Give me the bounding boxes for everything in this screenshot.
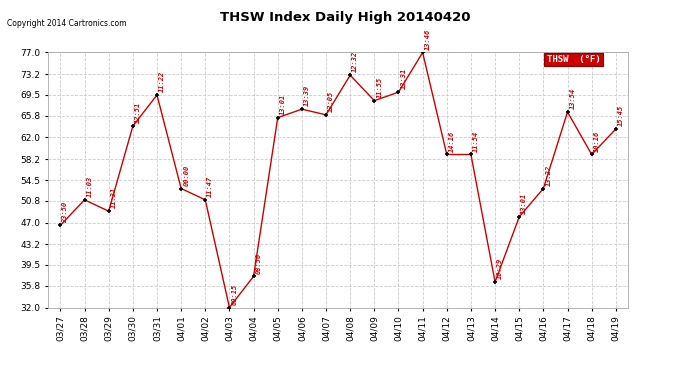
- Text: THSW  (°F): THSW (°F): [546, 55, 600, 64]
- Point: [610, 126, 621, 132]
- Text: 13:39: 13:39: [304, 85, 310, 106]
- Point: [200, 197, 211, 203]
- Text: 13:01: 13:01: [522, 193, 527, 214]
- Text: 12:51: 12:51: [135, 102, 141, 123]
- Point: [393, 89, 404, 95]
- Text: 11:31: 11:31: [111, 187, 117, 209]
- Text: 23:50: 23:50: [63, 201, 68, 222]
- Text: 00:00: 00:00: [184, 165, 189, 186]
- Point: [104, 208, 115, 214]
- Text: THSW Index Daily High 20140420: THSW Index Daily High 20140420: [219, 11, 471, 24]
- Text: 13:01: 13:01: [280, 94, 286, 115]
- Point: [175, 186, 186, 192]
- Point: [79, 197, 90, 203]
- Text: 11:55: 11:55: [377, 76, 382, 98]
- Text: 10:16: 10:16: [594, 130, 600, 152]
- Point: [224, 304, 235, 310]
- Point: [490, 279, 501, 285]
- Point: [55, 222, 66, 228]
- Point: [297, 106, 308, 112]
- Text: 11:03: 11:03: [87, 176, 92, 197]
- Text: 12:32: 12:32: [353, 51, 358, 72]
- Text: 13:46: 13:46: [425, 28, 431, 50]
- Point: [417, 50, 428, 55]
- Point: [586, 152, 597, 157]
- Point: [248, 273, 259, 279]
- Point: [368, 98, 380, 104]
- Point: [562, 109, 573, 115]
- Point: [344, 72, 356, 78]
- Point: [538, 186, 549, 192]
- Point: [320, 112, 331, 118]
- Text: 00:15: 00:15: [232, 284, 237, 305]
- Text: 13:54: 13:54: [570, 88, 575, 109]
- Text: 08:50: 08:50: [256, 252, 262, 273]
- Point: [465, 152, 476, 157]
- Point: [442, 152, 453, 157]
- Text: Copyright 2014 Cartronics.com: Copyright 2014 Cartronics.com: [7, 19, 126, 28]
- Text: 11:47: 11:47: [208, 176, 213, 197]
- Text: 10:29: 10:29: [497, 258, 503, 279]
- Text: 13:31: 13:31: [401, 68, 406, 89]
- Text: 11:54: 11:54: [473, 130, 479, 152]
- Text: 14:16: 14:16: [449, 130, 455, 152]
- Text: 13:22: 13:22: [546, 165, 551, 186]
- Point: [127, 123, 138, 129]
- Text: 12:05: 12:05: [328, 91, 334, 112]
- Point: [272, 115, 284, 121]
- Point: [513, 214, 524, 220]
- Point: [152, 92, 163, 98]
- Text: 11:22: 11:22: [159, 71, 165, 92]
- Text: 15:45: 15:45: [618, 105, 624, 126]
